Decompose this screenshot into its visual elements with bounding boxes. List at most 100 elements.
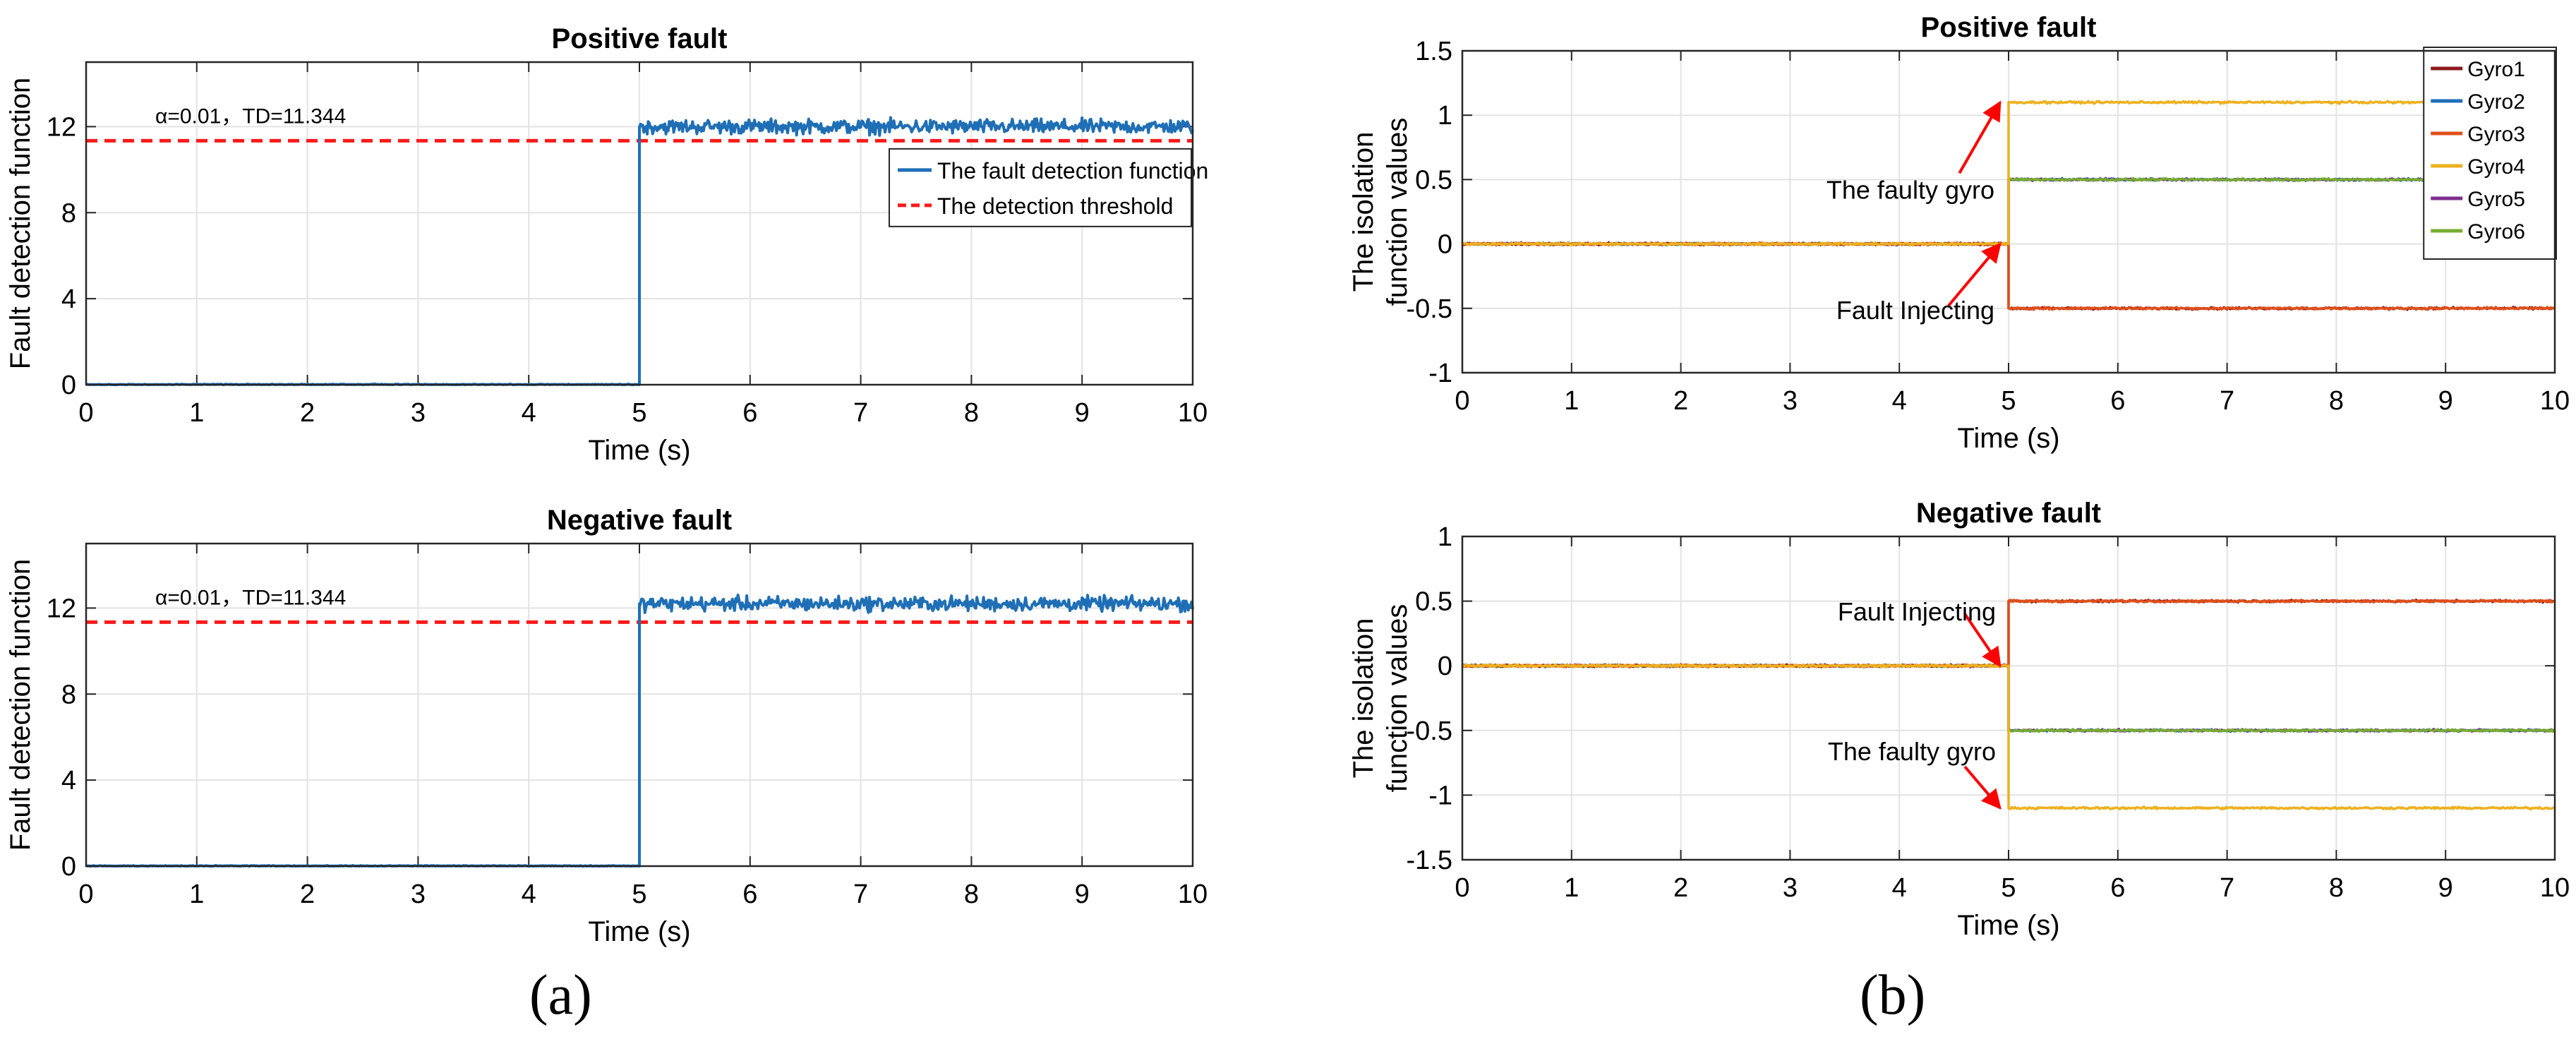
- axes-frame: [85, 542, 1194, 868]
- x-tick-label: 2: [300, 398, 315, 428]
- y-tick-label: 0: [61, 371, 76, 400]
- x-tick-label: 7: [2220, 386, 2234, 416]
- series-line-gyro4: [1461, 663, 2556, 811]
- annotation-label: Fault Injecting: [1838, 597, 1996, 626]
- x-tick-label: 1: [189, 398, 204, 428]
- y-axis-label-line1: The isolation: [1348, 618, 1379, 779]
- y-tick-label: -1.5: [1407, 846, 1452, 875]
- chart-title: Negative fault: [547, 505, 732, 536]
- x-tick-label: 9: [1075, 398, 1090, 428]
- y-tick-label: 0.5: [1415, 587, 1452, 617]
- y-axis-label-line2: function values: [1382, 118, 1413, 306]
- annotation-arrow: [1958, 100, 2002, 174]
- y-tick-label: 4: [61, 766, 76, 796]
- legend-label-gyro3: Gyro3: [2467, 123, 2525, 146]
- x-tick-label: 2: [300, 880, 315, 909]
- x-tick-label: 3: [1783, 873, 1798, 903]
- legend-label-gyro6: Gyro6: [2467, 220, 2525, 244]
- legend-label-gyro4: Gyro4: [2467, 155, 2525, 179]
- annotation-label: The faulty gyro: [1826, 175, 1994, 204]
- y-tick-label: 4: [61, 284, 76, 314]
- x-tick-label: 0: [1455, 873, 1469, 903]
- series-line-gyro4: [1461, 100, 2556, 247]
- x-tick-label: 7: [2220, 873, 2234, 903]
- y-tick-label: 12: [47, 594, 76, 623]
- x-tick-label: 3: [1783, 386, 1798, 416]
- x-tick-label: 8: [964, 880, 979, 909]
- x-tick-label: 0: [78, 880, 93, 909]
- legend-label-gyro1: Gyro1: [2467, 58, 2525, 81]
- x-axis-label: Time (s): [1957, 910, 2059, 941]
- y-tick-label: 1: [1438, 101, 1452, 131]
- x-tick-label: 9: [2438, 386, 2453, 416]
- chart-b_top: 0 1 2 3 4 5 6 7 8 9 10 -1 -0.5 0 0.5 1 1.5 Time (s) The is…: [1348, 12, 2570, 454]
- y-tick-label: -1: [1428, 781, 1452, 810]
- chart-title: Positive fault: [1921, 12, 2097, 43]
- x-tick-label: 0: [1455, 386, 1469, 416]
- x-tick-label: 10: [2540, 873, 2570, 903]
- y-axis-label-line2: function values: [1382, 604, 1413, 793]
- legend-box: [2423, 47, 2557, 260]
- chart-title: Positive fault: [552, 23, 728, 54]
- x-tick-label: 0: [78, 398, 93, 428]
- panel-label-b: (b): [1860, 964, 1926, 1026]
- chart-title: Negative fault: [1916, 498, 2101, 529]
- y-tick-label: 1: [1438, 522, 1452, 552]
- chart-b_bottom: 0 1 2 3 4 5 6 7 8 9 10 -1.5 -1 -0.5 0 0.5 1 Time (s) The i…: [1348, 498, 2570, 941]
- legend-label-detection: The fault detection function: [937, 158, 1208, 184]
- x-tick-label: 1: [189, 880, 204, 909]
- x-tick-label: 4: [1892, 873, 1907, 903]
- x-tick-label: 1: [1564, 873, 1579, 903]
- x-tick-label: 9: [1075, 880, 1090, 909]
- legend: Gyro1 Gyro2 Gyro3 Gyro4 Gyro5 Gyro6: [2423, 47, 2557, 260]
- annotation-arrow: [1963, 765, 2002, 810]
- x-tick-label: 8: [2329, 873, 2344, 903]
- annotation-arrow: [1963, 613, 2002, 668]
- x-axis-label: Time (s): [588, 916, 690, 947]
- y-tick-label: 8: [61, 198, 76, 228]
- axes-frame: [1461, 49, 2556, 374]
- y-tick-label: 0: [1438, 652, 1452, 681]
- threshold-annotation: α=0.01，TD=11.344: [155, 586, 346, 609]
- legend-box: [889, 148, 1192, 227]
- y-tick-label: 1.5: [1415, 37, 1452, 66]
- x-tick-label: 5: [632, 880, 646, 909]
- x-tick-label: 2: [1673, 386, 1688, 416]
- x-tick-label: 9: [2438, 873, 2453, 903]
- annotation-arrow: [1947, 242, 2002, 307]
- axes-frame: [1461, 535, 2556, 861]
- x-tick-label: 5: [2001, 873, 2016, 903]
- x-tick-label: 10: [1178, 398, 1208, 428]
- x-tick-label: 10: [1178, 880, 1208, 909]
- x-tick-label: 6: [2110, 386, 2125, 416]
- y-tick-label: -1: [1428, 359, 1452, 388]
- legend-label-gyro2: Gyro2: [2467, 90, 2525, 114]
- legend-label-threshold: The detection threshold: [937, 193, 1173, 219]
- x-tick-label: 10: [2540, 386, 2570, 416]
- annotation-label: The faulty gyro: [1828, 737, 1996, 766]
- x-tick-label: 3: [411, 880, 426, 909]
- axes-frame: [85, 61, 1194, 386]
- x-tick-label: 4: [522, 398, 536, 428]
- x-axis-label: Time (s): [588, 435, 690, 466]
- panel-label-a: (a): [529, 964, 592, 1026]
- legend: The fault detection function The detectio…: [889, 148, 1208, 227]
- x-tick-label: 3: [411, 398, 426, 428]
- x-tick-label: 6: [742, 880, 757, 909]
- x-tick-label: 4: [522, 880, 536, 909]
- x-tick-label: 7: [853, 880, 868, 909]
- y-tick-label: -0.5: [1407, 716, 1452, 746]
- x-tick-label: 6: [742, 398, 757, 428]
- threshold-annotation: α=0.01，TD=11.344: [155, 104, 346, 128]
- y-axis-label: Fault detection function: [5, 559, 36, 851]
- x-axis-label: Time (s): [1957, 423, 2059, 454]
- annotation-label: Fault Injecting: [1836, 296, 1994, 325]
- x-tick-label: 5: [632, 398, 646, 428]
- legend-label-gyro5: Gyro5: [2467, 188, 2525, 211]
- y-tick-label: 0: [1438, 230, 1452, 260]
- y-tick-label: 8: [61, 680, 76, 709]
- x-tick-label: 8: [2329, 386, 2344, 416]
- y-tick-label: 12: [47, 112, 76, 142]
